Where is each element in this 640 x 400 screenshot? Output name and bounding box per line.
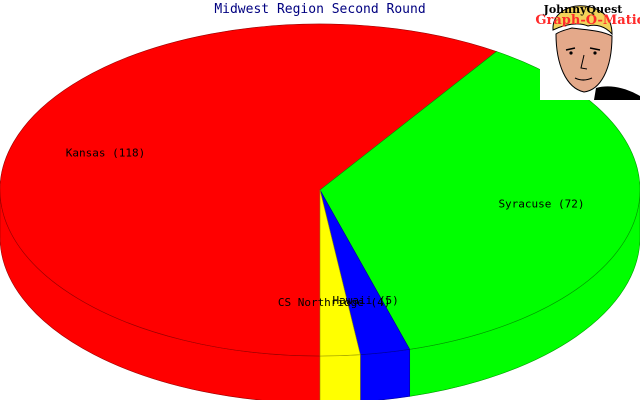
slice-label-cs-northridge: CS Northridge (4) xyxy=(278,296,391,309)
chart-title: Midwest Region Second Round xyxy=(214,2,425,17)
slice-label-kansas: Kansas (118) xyxy=(66,147,145,160)
pie-slice-cs-northridge xyxy=(319,189,361,357)
pie-labels: Kansas (118) Syracuse (72) Hawaii (5)CS No… xyxy=(66,147,585,309)
pie-slice-kansas xyxy=(0,23,498,357)
slice-label-hawaii: Hawaii (5) xyxy=(333,294,399,307)
pie-side-hawaii xyxy=(360,348,411,400)
slice-label-syracuse: Syracuse (72) xyxy=(498,197,584,210)
pie-sides xyxy=(0,189,640,400)
logo-line-1: JohnnyQuest xyxy=(543,3,624,16)
pie-side-cs-northridge xyxy=(319,354,361,400)
logo-line-2: Graph-O-Matic xyxy=(535,13,640,28)
pie-tops xyxy=(0,23,640,357)
graph-o-matic-logo: JohnnyQuest Graph-O-Matic xyxy=(535,0,640,100)
